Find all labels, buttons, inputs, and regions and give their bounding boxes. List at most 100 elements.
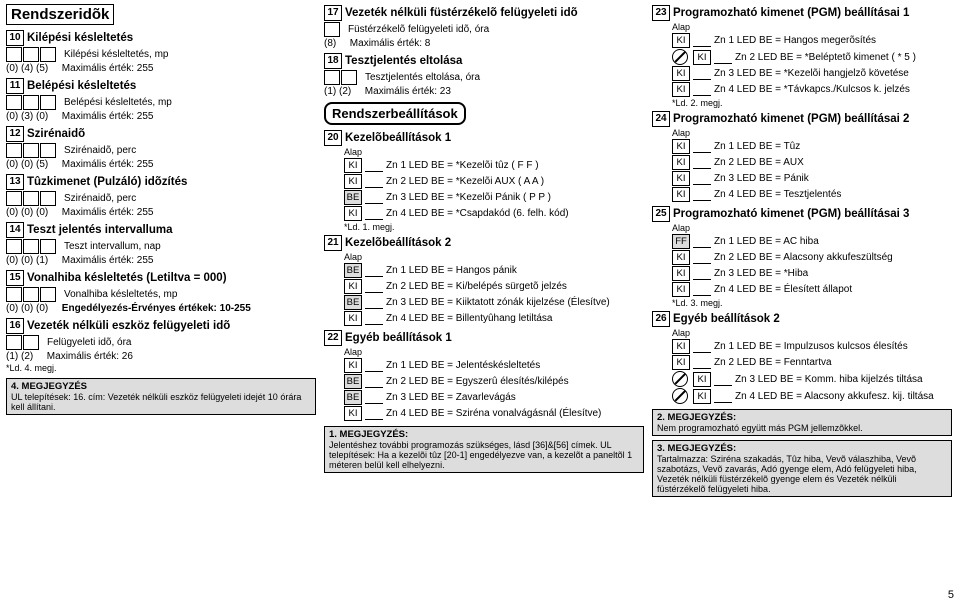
sec-title: Programozható kimenet (PGM) beállításai …	[673, 208, 909, 220]
input-line[interactable]	[365, 391, 383, 404]
led-label: Zn 2 LED BE = AUX	[714, 157, 804, 168]
input-line[interactable]	[365, 359, 383, 372]
field-label: Szirénaidõ, perc	[64, 193, 136, 204]
led-line: KIZn 1 LED BE = Tûz	[672, 139, 952, 154]
led-line: KIZn 4 LED BE = *Távkapcs./Kulcsos k. je…	[672, 82, 952, 97]
sec-10: 10Kilépési késleltetés Kilépési késlelte…	[6, 29, 316, 75]
input-line[interactable]	[714, 51, 732, 64]
input-boxes[interactable]	[324, 70, 357, 85]
default-value: KI	[344, 174, 362, 189]
led-label: Zn 2 LED BE = Egyszerû élesítés/kilépés	[386, 376, 569, 387]
input-line[interactable]	[714, 373, 732, 386]
sec-num: 18	[324, 53, 342, 69]
note-3: 3. MEGJEGYZÉS: Tartalmazza: Sziréna szak…	[652, 440, 952, 497]
input-line[interactable]	[365, 280, 383, 293]
input-line[interactable]	[693, 356, 711, 369]
input-line[interactable]	[693, 188, 711, 201]
defaults: (0) (0) (0)	[6, 207, 48, 218]
input-boxes[interactable]	[6, 95, 56, 110]
sec-num: 24	[652, 111, 670, 127]
input-boxes[interactable]	[6, 143, 56, 158]
input-line[interactable]	[365, 191, 383, 204]
defaults: (0) (0) (1)	[6, 255, 48, 266]
input-line[interactable]	[365, 296, 383, 309]
defaults: (0) (0) (0)	[6, 303, 48, 314]
led-line: KIZn 2 LED BE = Alacsony akkufeszültség	[672, 250, 952, 265]
default-value: KI	[672, 33, 690, 48]
default-value: KI	[672, 266, 690, 281]
input-boxes[interactable]	[6, 335, 39, 350]
footnote-ref: *Ld. 1. megj.	[344, 222, 644, 232]
max-label: Engedélyezés-Érvényes értékek: 10-255	[62, 303, 251, 314]
input-line[interactable]	[693, 251, 711, 264]
default-value: BE	[344, 295, 362, 310]
input-line[interactable]	[365, 207, 383, 220]
sec-title: Belépési késleltetés	[27, 80, 136, 92]
input-line[interactable]	[693, 83, 711, 96]
sec-title: Vezeték nélküli füstérzékelõ felügyeleti…	[345, 7, 578, 19]
led-label: Zn 3 LED BE = *Hiba	[714, 268, 808, 279]
sec-num: 15	[6, 270, 24, 286]
input-boxes[interactable]	[6, 47, 56, 62]
field-label: Felügyeleti idõ, óra	[47, 337, 132, 348]
input-line[interactable]	[365, 159, 383, 172]
subhead: Alap	[672, 328, 952, 338]
default-value: KI	[344, 158, 362, 173]
led-label: Zn 2 LED BE = *Beléptetõ kimenet ( * 5 )	[735, 52, 916, 63]
default-value: BE	[344, 190, 362, 205]
led-label: Zn 4 LED BE = Élesített állapot	[714, 284, 852, 295]
input-line[interactable]	[693, 235, 711, 248]
default-value: KI	[672, 250, 690, 265]
default-value: BE	[344, 374, 362, 389]
input-line[interactable]	[693, 172, 711, 185]
input-line[interactable]	[693, 140, 711, 153]
input-line[interactable]	[714, 390, 732, 403]
note-text: UL telepítések: 16. cím: Vezeték nélküli…	[11, 392, 311, 412]
sec-21: 21Kezelõbeállítások 2 Alap BEZn 1 LED BE…	[324, 234, 644, 327]
default-value: KI	[672, 187, 690, 202]
footnote-ref: *Ld. 2. megj.	[672, 98, 952, 108]
sec-title: Programozható kimenet (PGM) beállításai …	[673, 113, 909, 125]
prohibit-icon	[672, 49, 688, 65]
input-line[interactable]	[365, 312, 383, 325]
input-line[interactable]	[365, 375, 383, 388]
defaults: (0) (4) (5)	[6, 63, 48, 74]
input-line[interactable]	[693, 67, 711, 80]
defaults: (0) (3) (0)	[6, 111, 48, 122]
sec-22: 22Egyéb beállítások 1 Alap KIZn 1 LED BE…	[324, 329, 644, 422]
input-line[interactable]	[693, 283, 711, 296]
input-line[interactable]	[693, 34, 711, 47]
sec-23: 23Programozható kimenet (PGM) beállítása…	[652, 4, 952, 108]
default-value: KI	[672, 171, 690, 186]
default-value: KI	[344, 406, 362, 421]
led-line: KIZn 2 LED BE = *Beléptetõ kimenet ( * 5…	[672, 49, 952, 65]
led-line: BEZn 3 LED BE = Kiiktatott zónák kijelzé…	[344, 295, 644, 310]
sec-title: Kezelõbeállítások 2	[345, 237, 451, 249]
input-line[interactable]	[693, 156, 711, 169]
input-boxes[interactable]	[6, 191, 56, 206]
system-settings-title: Rendszerbeállítások	[324, 102, 466, 125]
input-line[interactable]	[693, 340, 711, 353]
max-label: Maximális érték: 23	[365, 86, 451, 97]
led-line: BEZn 1 LED BE = Hangos pánik	[344, 263, 644, 278]
input-boxes[interactable]	[324, 22, 340, 37]
led-lines: BEZn 1 LED BE = Hangos pánikKIZn 2 LED B…	[344, 263, 644, 326]
led-line: KIZn 2 LED BE = Ki/belépés sürgetõ jelzé…	[344, 279, 644, 294]
input-line[interactable]	[365, 407, 383, 420]
input-line[interactable]	[365, 175, 383, 188]
sec-14: 14Teszt jelentés intervalluma Teszt inte…	[6, 221, 316, 267]
input-boxes[interactable]	[6, 239, 56, 254]
led-line: KIZn 4 LED BE = Billentyûhang letiltása	[344, 311, 644, 326]
sec-18: 18Tesztjelentés eltolása Tesztjelentés e…	[324, 52, 644, 98]
led-line: BEZn 3 LED BE = *Kezelõi Pánik ( P P )	[344, 190, 644, 205]
input-line[interactable]	[693, 267, 711, 280]
sec-24: 24Programozható kimenet (PGM) beállítása…	[652, 110, 952, 203]
led-line: BE Zn 2 LED BE = Egyszerû élesítés/kilépé…	[344, 374, 644, 389]
default-value: KI	[672, 155, 690, 170]
led-label: Zn 2 LED BE = *Kezelõi AUX ( A A )	[386, 176, 544, 187]
led-label: Zn 4 LED BE = Sziréna vonalvágásnál (Éle…	[386, 408, 601, 419]
input-line[interactable]	[365, 264, 383, 277]
max-label: Maximális érték: 255	[62, 159, 154, 170]
input-boxes[interactable]	[6, 287, 56, 302]
field-label: Teszt intervallum, nap	[64, 241, 161, 252]
